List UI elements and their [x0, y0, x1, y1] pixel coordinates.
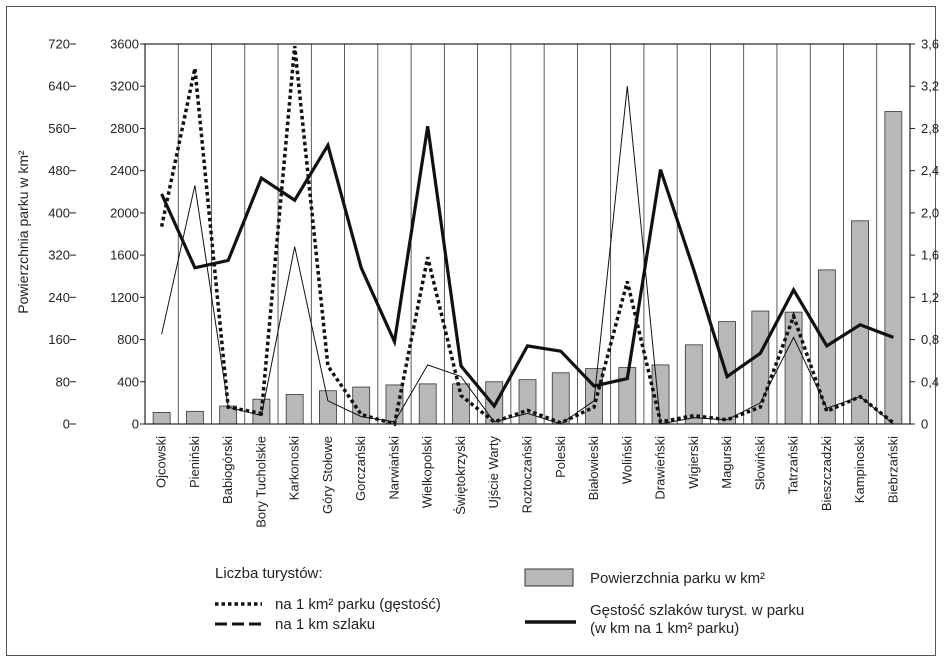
y-tick-area-7: 560: [48, 121, 70, 136]
category-label-10: Świętokrzyski: [453, 436, 468, 515]
y-tick-tourists-1: 400: [117, 374, 139, 389]
category-label-20: Tatrzański: [786, 436, 801, 495]
lines: [159, 45, 895, 427]
grid: [177, 44, 878, 424]
y-tick-density-6: 2,4: [921, 163, 939, 178]
bar-17: [684, 344, 703, 425]
category-label-8: Narwiański: [387, 436, 402, 500]
category-label-1: Ojcowski: [154, 436, 169, 488]
y-tick-tourists-2: 800: [117, 332, 139, 347]
category-label-9: Wielkopolski: [420, 436, 435, 508]
bar-12: [518, 379, 537, 425]
y-tick-tourists-9: 3600: [110, 37, 139, 52]
bar-23: [884, 111, 903, 425]
bar-22: [851, 220, 870, 425]
bar-13: [551, 372, 570, 425]
category-label-22: Kampinoski: [852, 436, 867, 503]
bars: [152, 111, 903, 425]
category-label-16: Drawieński: [653, 436, 668, 500]
y-tick-area-2: 160: [48, 332, 70, 347]
category-label-19: Słowiński: [752, 436, 767, 490]
legend-dashed-label: na 1 km szlaku: [275, 616, 375, 633]
category-label-15: Woliński: [619, 436, 634, 484]
y-tick-density-5: 2,0: [921, 205, 939, 220]
category-label-14: Białowieski: [586, 436, 601, 500]
y-tick-area-1: 80: [56, 374, 70, 389]
axes: [144, 43, 911, 425]
y-tick-density-8: 3,2: [921, 79, 939, 94]
category-label-6: Góry Stołowe: [320, 436, 335, 514]
y-tick-area-9: 720: [48, 37, 70, 52]
y-tick-tourists-4: 1600: [110, 248, 139, 263]
y-tick-density-9: 3,6: [921, 37, 939, 52]
category-label-5: Karkonoski: [287, 436, 302, 500]
category-labels: Ojcowski Pieniński Babiogórski Bory Tuchols…: [154, 436, 901, 528]
category-label-2: Pieniński: [187, 436, 202, 488]
category-label-23: Biebrzański: [885, 436, 900, 503]
y-tick-area-4: 320: [48, 248, 70, 263]
bar-5: [285, 394, 304, 425]
series-line-thin: [161, 86, 894, 425]
y-tick-density-4: 1,6: [921, 248, 939, 263]
y-tick-area-3: 240: [48, 290, 70, 305]
ticks: 0 0 0 80 400 0,4 160 800 0,8 240 1200 1,2 320 1600 1,6…: [48, 37, 939, 432]
legend: Liczba turystów: na 1 km² parku (gęstość…: [215, 565, 804, 637]
series-line-dotted: [159, 45, 895, 427]
bar-1: [152, 411, 171, 425]
chart-frame: [6, 6, 936, 656]
y-tick-density-3: 1,2: [921, 290, 939, 305]
legend-bar-swatch: [524, 568, 574, 587]
y-tick-tourists-7: 2800: [110, 121, 139, 136]
category-label-3: Babiogórski: [220, 436, 235, 504]
y-tick-area-0: 0: [63, 417, 70, 432]
legend-title: Liczba turystów:: [215, 565, 323, 582]
y-tick-density-1: 0,4: [921, 374, 939, 389]
legend-dotted-label: na 1 km² parku (gęstość): [275, 596, 441, 613]
bar-6: [319, 390, 337, 425]
category-label-17: Wigierski: [686, 436, 701, 489]
y-tick-tourists-8: 3200: [110, 79, 139, 94]
series-line-thick: [160, 126, 894, 409]
y-tick-tourists-6: 2400: [110, 163, 139, 178]
y-tick-density-2: 0,8: [921, 332, 939, 347]
bar-2: [185, 410, 204, 425]
legend-thick-label-2: (w km na 1 km² parku): [590, 620, 739, 637]
y-tick-area-6: 480: [48, 163, 70, 178]
y-tick-area-8: 640: [48, 79, 70, 94]
y-tick-tourists-3: 1200: [110, 290, 139, 305]
plot-area-border: [144, 43, 911, 425]
y-tick-density-7: 2,8: [921, 121, 939, 136]
bar-9: [418, 383, 437, 425]
y-tick-tourists-0: 0: [132, 417, 139, 432]
y-tick-area-5: 400: [48, 205, 70, 220]
category-label-18: Magurski: [719, 436, 734, 489]
y-axis-label: Powierzchnia parku w km²: [15, 150, 31, 314]
legend-bar-label: Powierzchnia parku w km²: [590, 570, 765, 587]
y-tick-tourists-5: 2000: [110, 205, 139, 220]
legend-thick-label-1: Gęstość szlaków turyst. w parku: [590, 602, 804, 619]
category-label-13: Poleski: [553, 436, 568, 478]
category-label-4: Bory Tucholskie: [253, 436, 268, 528]
category-label-21: Bieszczadzki: [819, 436, 834, 511]
y-tick-density-0: 0: [921, 417, 928, 432]
category-label-7: Gorczański: [353, 436, 368, 501]
category-label-11: Ujście Warty: [486, 436, 501, 509]
category-label-12: Roztoczański: [520, 436, 535, 513]
